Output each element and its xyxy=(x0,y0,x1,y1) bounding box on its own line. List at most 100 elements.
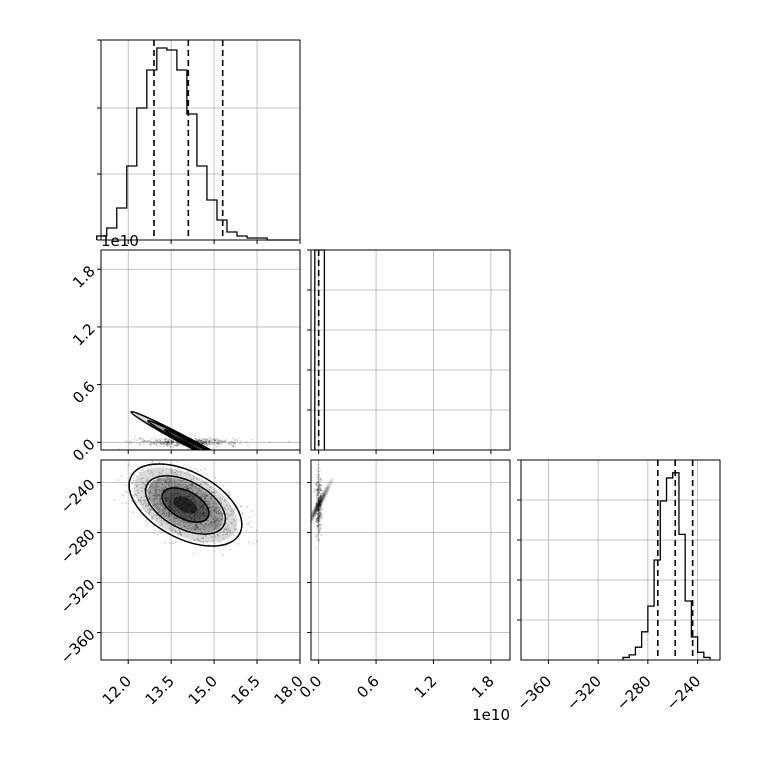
sample-point xyxy=(155,442,158,445)
sample-point xyxy=(203,514,206,517)
sample-point xyxy=(165,443,168,445)
sample-point xyxy=(178,483,181,486)
sample-point xyxy=(227,508,230,511)
sample-point xyxy=(187,495,190,498)
sample-point xyxy=(154,529,156,531)
sample-point xyxy=(172,510,175,513)
sample-point xyxy=(149,491,152,494)
sample-point xyxy=(217,509,220,511)
sample-point xyxy=(220,498,222,500)
sample-point xyxy=(318,474,321,476)
sample-point xyxy=(173,504,176,506)
sample-point xyxy=(177,484,179,487)
sample-point xyxy=(155,444,158,446)
sample-point xyxy=(174,472,177,475)
sample-point xyxy=(153,504,156,507)
sample-point xyxy=(155,484,158,487)
sample-point xyxy=(172,496,175,499)
sample-point xyxy=(196,528,199,530)
sample-point xyxy=(164,493,167,495)
sample-point xyxy=(212,502,215,504)
sample-point xyxy=(208,444,211,446)
sample-point xyxy=(200,522,202,525)
sample-point xyxy=(196,517,199,519)
sample-point xyxy=(176,523,179,526)
sample-point xyxy=(317,490,320,493)
sample-point xyxy=(222,537,225,540)
sample-point xyxy=(148,492,151,494)
sample-point xyxy=(209,522,212,525)
sample-point xyxy=(208,488,210,491)
sample-point xyxy=(159,480,161,482)
sample-point xyxy=(175,480,177,483)
sample-point xyxy=(315,484,318,487)
sample-point xyxy=(214,440,217,443)
sample-point xyxy=(132,511,134,514)
sample-point xyxy=(140,502,143,505)
sample-point xyxy=(317,519,320,522)
sample-point xyxy=(316,518,319,520)
sample-point xyxy=(151,517,154,519)
sample-point xyxy=(167,440,170,443)
sample-point xyxy=(170,471,173,474)
sample-point xyxy=(163,441,165,444)
sample-point xyxy=(318,498,321,501)
sample-point xyxy=(185,496,187,498)
sample-point xyxy=(168,441,170,444)
sample-point xyxy=(213,520,216,523)
sample-point xyxy=(168,481,171,484)
sample-point xyxy=(234,439,237,441)
sample-point xyxy=(137,492,140,495)
sample-point xyxy=(230,513,233,516)
sample-point xyxy=(317,509,320,512)
sample-point xyxy=(232,441,235,444)
sample-point xyxy=(213,439,216,442)
sample-point xyxy=(171,509,174,512)
sample-point xyxy=(318,497,321,500)
sample-point xyxy=(316,489,319,492)
y-tick-label: 0.0 xyxy=(69,435,99,465)
sample-point xyxy=(178,512,181,515)
sample-point xyxy=(130,499,133,502)
sample-point xyxy=(317,515,320,518)
sample-point xyxy=(318,466,321,469)
density-blob xyxy=(176,435,201,449)
sample-point xyxy=(172,527,175,530)
sample-point xyxy=(175,443,178,446)
sample-point xyxy=(215,442,218,444)
sample-point xyxy=(178,492,181,495)
sample-point xyxy=(171,440,174,443)
sample-point xyxy=(227,527,230,530)
sample-point xyxy=(198,515,201,517)
sample-point xyxy=(205,442,208,445)
sample-point xyxy=(318,518,321,521)
sample-point xyxy=(164,480,167,483)
sample-point xyxy=(214,441,217,444)
sample-point xyxy=(212,510,215,512)
sample-point xyxy=(194,437,197,440)
sample-point xyxy=(213,521,215,524)
sample-point xyxy=(162,519,165,522)
x-tick-label: 13.5 xyxy=(142,672,178,708)
sample-point xyxy=(208,503,211,505)
sample-point xyxy=(318,517,321,519)
contour-line xyxy=(128,463,243,547)
sample-point xyxy=(247,444,249,447)
sample-point xyxy=(232,443,235,446)
sample-point xyxy=(199,506,202,509)
sample-point xyxy=(218,540,221,543)
sample-point xyxy=(139,471,142,474)
sample-point xyxy=(157,485,160,488)
sample-point xyxy=(175,441,178,444)
sample-point xyxy=(320,479,323,482)
sample-point xyxy=(210,515,213,518)
sample-point xyxy=(129,440,132,443)
sample-point xyxy=(184,515,187,518)
sample-point xyxy=(161,442,164,444)
sample-point xyxy=(213,440,216,442)
sample-point xyxy=(168,507,171,509)
sample-point xyxy=(214,523,216,525)
sample-point xyxy=(171,542,174,545)
sample-point xyxy=(315,482,318,485)
sample-point xyxy=(161,482,164,485)
